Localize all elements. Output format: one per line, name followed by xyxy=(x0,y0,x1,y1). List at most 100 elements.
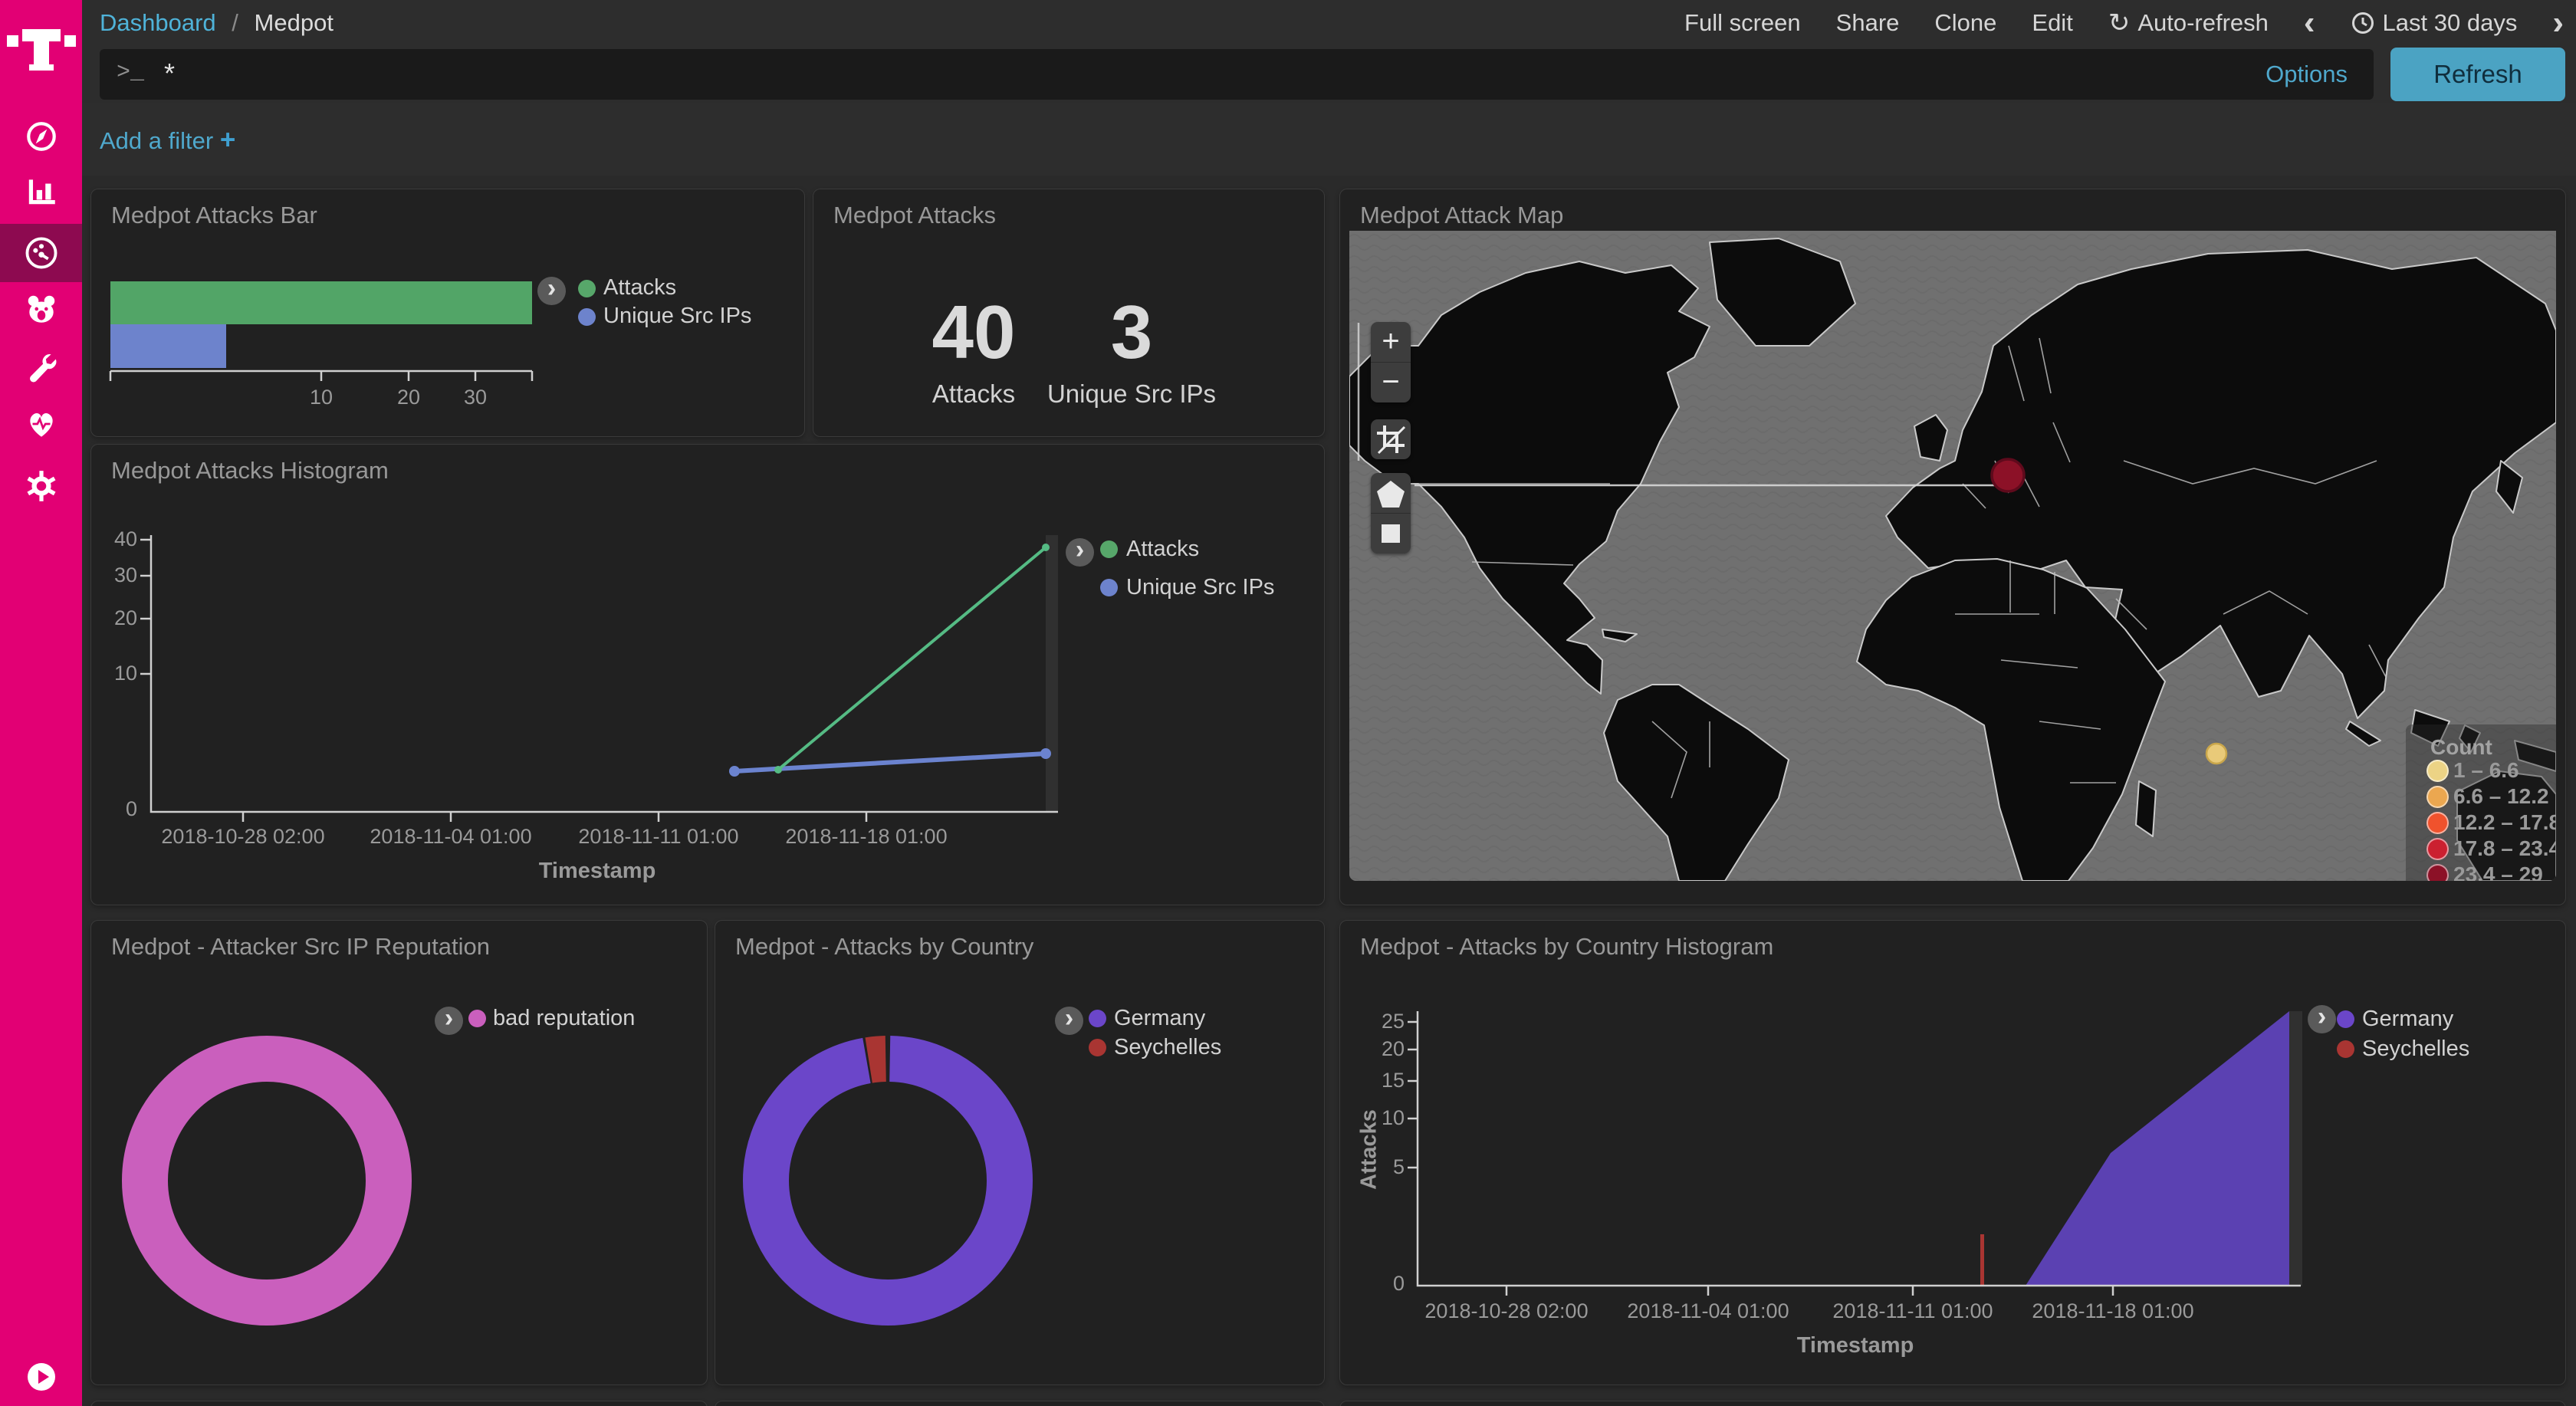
spike-seychelles xyxy=(1980,1234,1984,1286)
panel-partial-1 xyxy=(90,1401,708,1406)
legend-range-2: 6.6 – 12.2 xyxy=(2453,784,2549,808)
legend-item-seychelles[interactable]: Seychelles xyxy=(1114,1035,1222,1059)
sidebar-collapse-button[interactable] xyxy=(0,1348,82,1406)
fit-bounds-button[interactable] xyxy=(1371,419,1411,459)
japan xyxy=(2496,460,2523,514)
legend-toggle-chevron[interactable] xyxy=(2308,1002,2336,1033)
metric-unique-ips-label: Unique Src IPs xyxy=(1046,379,1217,408)
plus-icon: + xyxy=(219,125,236,155)
refresh-cycle-icon: ↻ xyxy=(2108,8,2131,38)
donut-slice-bad-reputation[interactable] xyxy=(122,1036,412,1326)
country-donut-chart xyxy=(743,1036,1033,1326)
legend-range-1: 1 – 6.6 xyxy=(2453,758,2519,782)
legend-dot-germany xyxy=(2337,1010,2354,1028)
time-range-forward-button[interactable]: › xyxy=(2552,4,2564,41)
legend-dot-attacks xyxy=(578,280,596,297)
sidebar-item-dev-tools[interactable] xyxy=(0,339,82,397)
attacks-bar-chart xyxy=(109,281,534,381)
add-filter-button[interactable]: Add a filter + xyxy=(100,125,236,155)
legend-item-germany[interactable]: Germany xyxy=(2362,1007,2454,1031)
crop-icon xyxy=(1377,425,1406,455)
legend-item-attacks[interactable]: Attacks xyxy=(1126,537,1200,561)
compass-icon xyxy=(26,122,56,151)
legend-item-bad-reputation[interactable]: bad reputation xyxy=(493,1006,636,1030)
x-tick: 20 xyxy=(396,386,421,409)
clone-button[interactable]: Clone xyxy=(1934,9,1997,36)
cuba xyxy=(1602,629,1638,642)
x-tick: 2018-10-28 02:00 xyxy=(1424,1299,1589,1322)
y-tick: 30 xyxy=(113,563,137,586)
search-input[interactable]: >_ * Options xyxy=(100,49,2374,100)
query-prompt-icon: >_ xyxy=(117,60,145,86)
telekom-logo[interactable] xyxy=(7,15,76,84)
legend-item-germany[interactable]: Germany xyxy=(1114,1006,1206,1030)
area-germany xyxy=(2026,1011,2289,1286)
y-tick: 40 xyxy=(113,527,137,550)
top-nav-bar: Dashboard / Medpot Full screen Share Clo… xyxy=(82,0,2576,46)
donut-slice-germany[interactable] xyxy=(743,1036,1033,1326)
x-tick: 2018-11-18 01:00 xyxy=(785,825,948,848)
zoom-in-button[interactable]: + xyxy=(1382,324,1400,358)
africa xyxy=(1856,558,2166,881)
panel-attacks-metric: Medpot Attacks 40 Attacks 3 Unique Src I… xyxy=(813,189,1325,437)
polygon-icon xyxy=(1377,481,1405,508)
legend-toggle-chevron[interactable] xyxy=(1066,535,1094,567)
country-histogram-chart xyxy=(1408,1011,2302,1296)
legend-dot-bad-reputation xyxy=(468,1010,486,1027)
fullscreen-button[interactable]: Full screen xyxy=(1684,9,1801,36)
panel-title: Medpot Attacks xyxy=(833,202,996,228)
legend-range-5: 23.4 – 29 xyxy=(2453,862,2543,881)
zoom-out-button[interactable]: − xyxy=(1382,365,1400,399)
draw-polygon-button[interactable] xyxy=(1371,473,1411,513)
country-borders xyxy=(1412,337,2387,799)
filter-bar: Add a filter + xyxy=(82,103,2576,176)
metric-unique-ips-value: 3 xyxy=(1110,290,1153,374)
bear-icon xyxy=(28,295,54,323)
x-axis-label: Timestamp xyxy=(538,859,656,883)
map-count-legend: Count 1 – 6.6 6.6 – 12.2 12.2 – 17.8 17.… xyxy=(2406,724,2556,881)
legend-dot-bucket-2 xyxy=(2426,786,2449,808)
x-tick: 2018-10-28 02:00 xyxy=(161,825,325,848)
time-range-back-button[interactable]: ‹ xyxy=(2303,4,2315,41)
map-point-seychelles[interactable] xyxy=(2205,742,2228,765)
sidebar-item-discover[interactable] xyxy=(0,107,82,166)
sidebar-item-management[interactable] xyxy=(0,457,82,515)
borneo xyxy=(2410,709,2450,747)
legend-item-unique-src-ips[interactable]: Unique Src IPs xyxy=(603,304,752,328)
clock-icon xyxy=(2351,12,2374,34)
legend-toggle-chevron[interactable] xyxy=(537,274,566,305)
sidebar-item-honeypot[interactable] xyxy=(0,281,82,339)
legend-item-unique-src-ips[interactable]: Unique Src IPs xyxy=(1126,575,1275,600)
legend-toggle-chevron[interactable] xyxy=(435,1004,463,1035)
legend-item-seychelles[interactable]: Seychelles xyxy=(2362,1036,2470,1061)
panel-title: Medpot Attack Map xyxy=(1360,202,1564,228)
panel-title: Medpot Attacks Histogram xyxy=(111,457,389,484)
time-picker-button[interactable]: Last 30 days xyxy=(2351,9,2517,37)
draw-rectangle-button[interactable] xyxy=(1371,514,1411,554)
legend-toggle-chevron[interactable] xyxy=(1055,1004,1083,1035)
breadcrumb-current-page: Medpot xyxy=(254,9,334,36)
panel-title: Medpot - Attacker Src IP Reputation xyxy=(111,933,490,960)
share-button[interactable]: Share xyxy=(1835,9,1900,36)
sidebar-item-monitoring[interactable] xyxy=(0,394,82,452)
sidebar-item-visualize[interactable] xyxy=(0,163,82,221)
breadcrumb: Dashboard / Medpot xyxy=(100,0,334,46)
refresh-button[interactable]: Refresh xyxy=(2390,48,2565,101)
legend-item-attacks[interactable]: Attacks xyxy=(603,275,677,300)
world-map[interactable]: + − xyxy=(1349,231,2556,881)
y-tick: 25 xyxy=(1381,1010,1405,1033)
panel-title: Medpot - Attacks by Country Histogram xyxy=(1360,933,1774,960)
edit-button[interactable]: Edit xyxy=(2032,9,2073,36)
query-value[interactable]: * xyxy=(164,57,176,89)
legend-dot-seychelles xyxy=(2337,1040,2354,1058)
y-axis-label: Attacks xyxy=(1356,1109,1382,1190)
query-options-link[interactable]: Options xyxy=(2266,61,2348,87)
sidebar-item-dashboard[interactable] xyxy=(0,224,82,282)
breadcrumb-dashboard-link[interactable]: Dashboard xyxy=(100,9,216,36)
legend-range-4: 17.8 – 23.4 xyxy=(2453,836,2556,860)
reputation-donut-chart xyxy=(122,1036,412,1326)
auto-refresh-button[interactable]: ↻ Auto-refresh xyxy=(2108,8,2269,38)
map-point-germany[interactable] xyxy=(1990,458,2026,493)
wrench-icon xyxy=(29,354,56,383)
